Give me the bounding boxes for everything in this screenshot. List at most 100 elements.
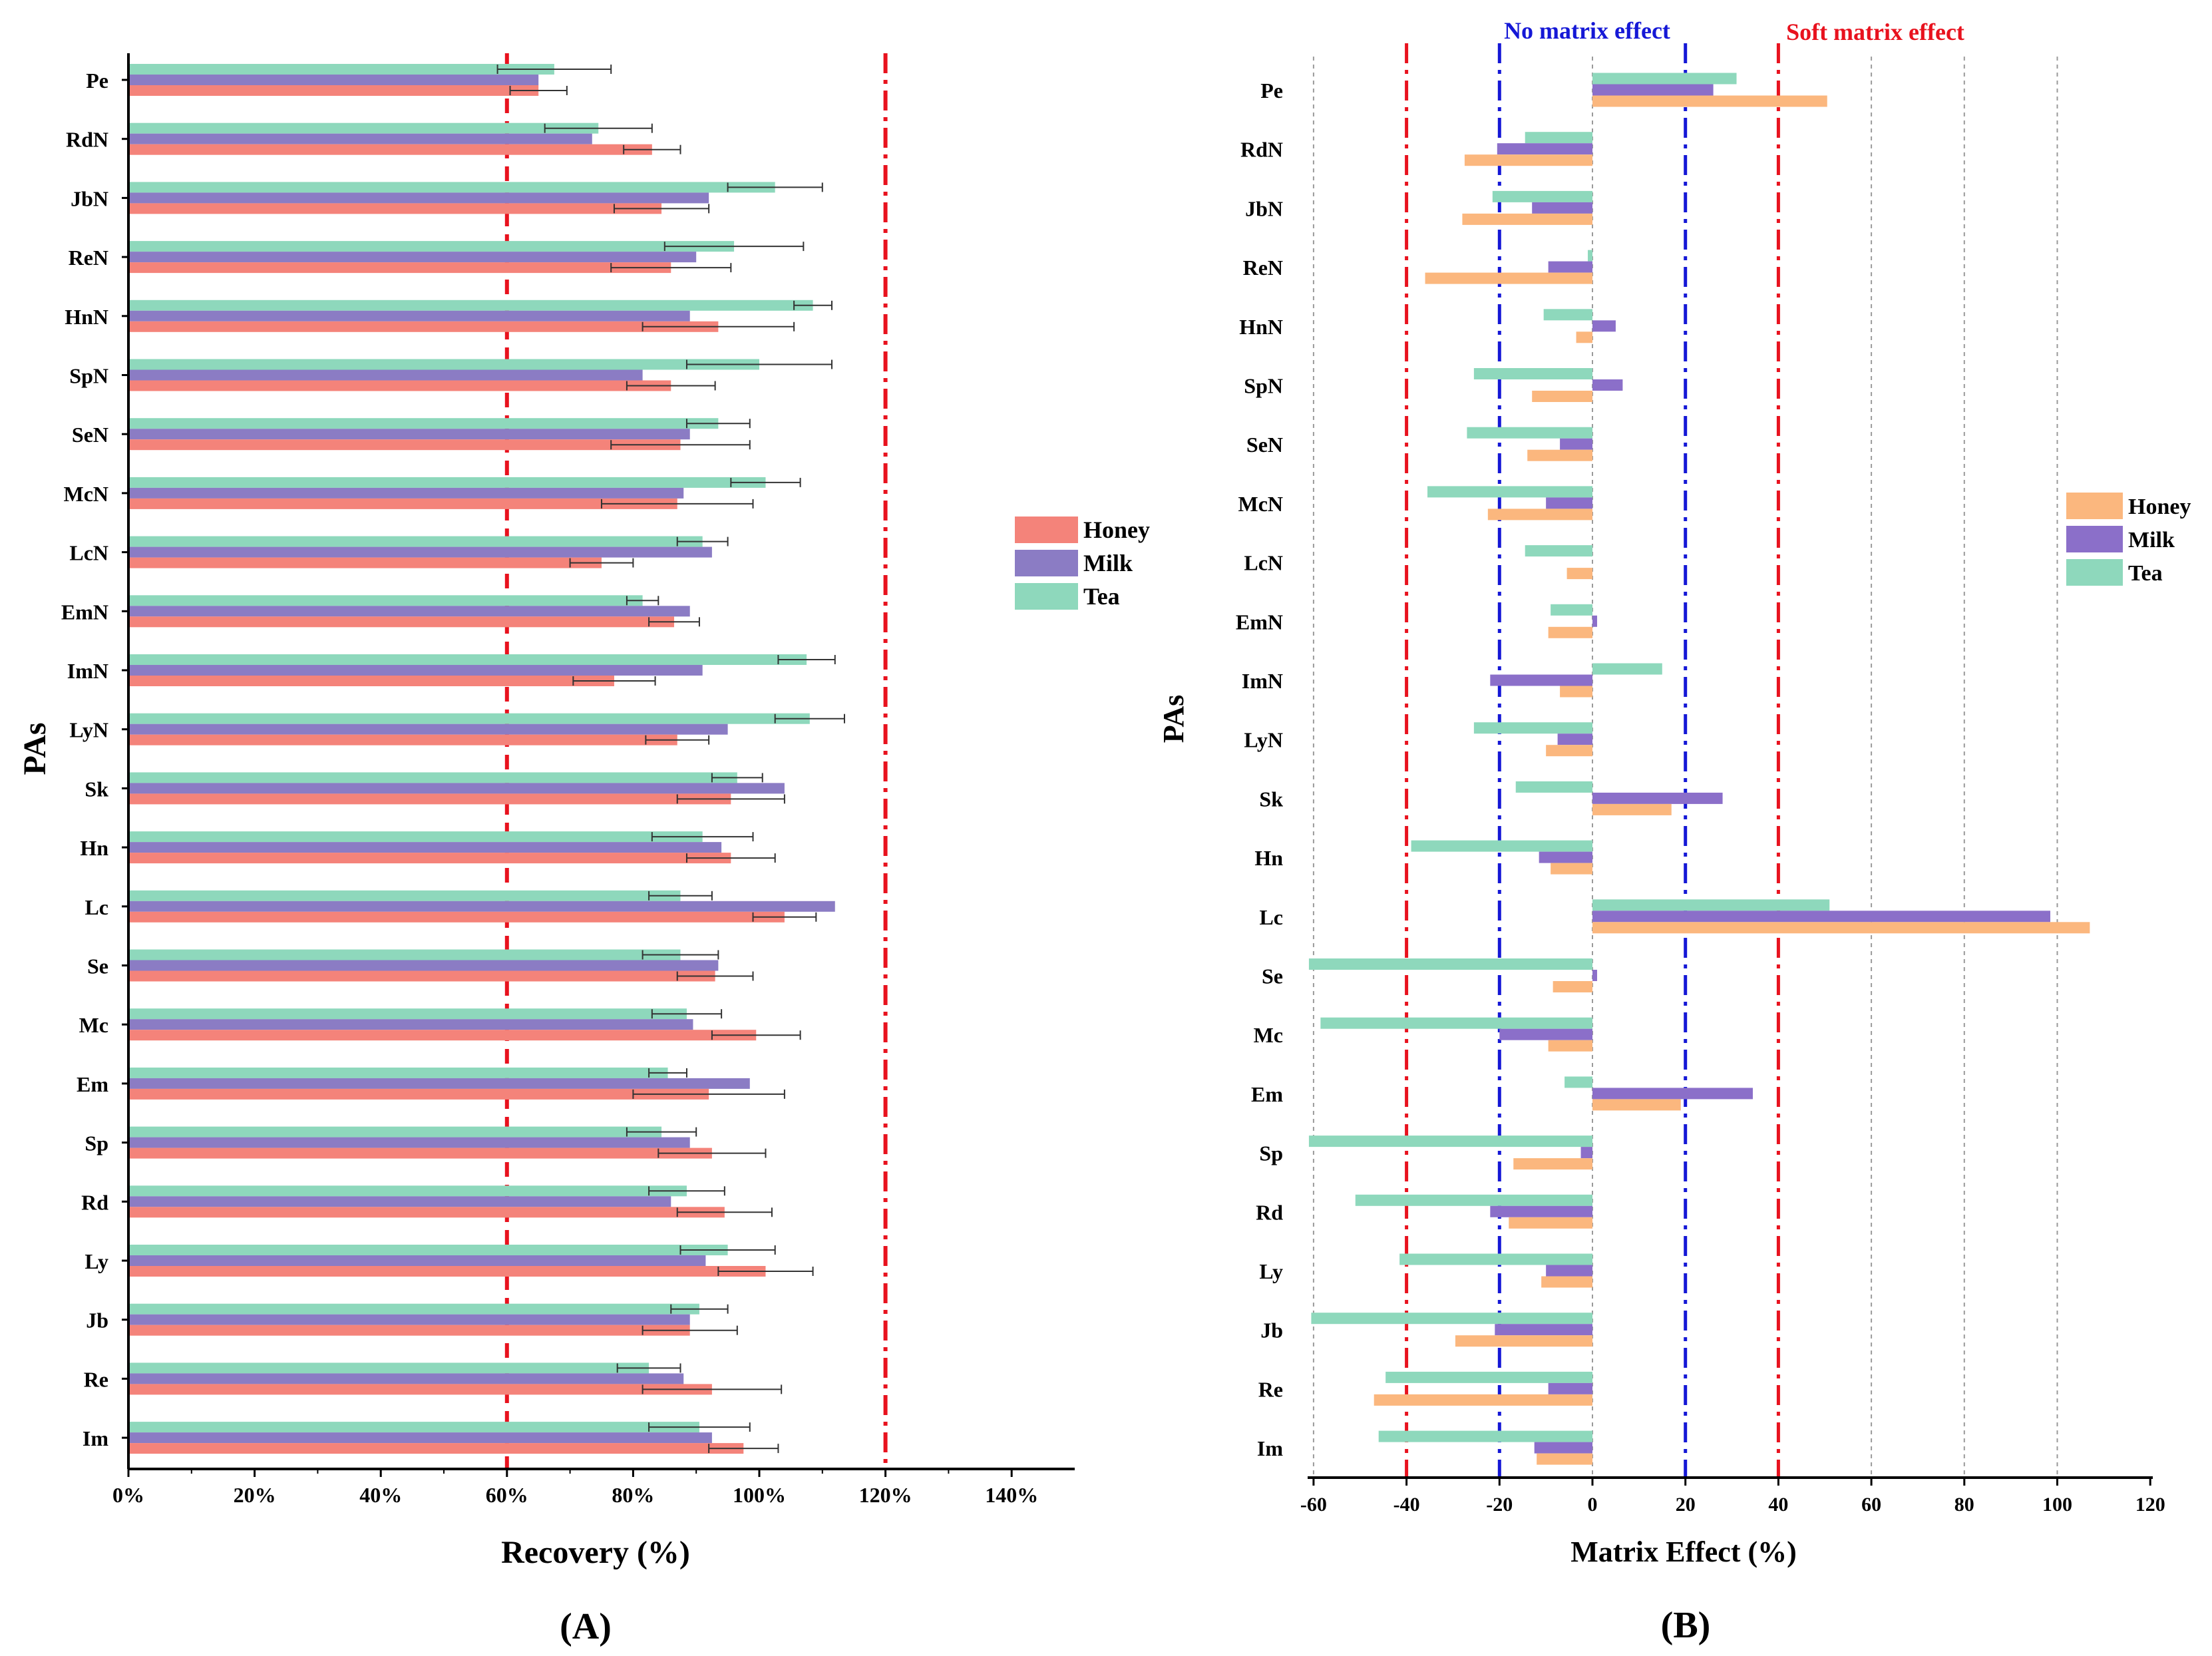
category-label-b-HnN: HnN: [1239, 315, 1283, 339]
bar-b-honey-Mc: [1548, 1040, 1592, 1052]
bar-tea-Pe: [128, 64, 554, 75]
panel-b-tick-labels: -60 -40 -20 0 20 40 60 80 100 120: [1300, 1494, 2165, 1516]
category-label-a-ImN: ImN: [67, 659, 108, 683]
bar-milk-Lc: [128, 901, 835, 912]
x-tick-label-b-20: 20: [1676, 1494, 1696, 1516]
bar-b-honey-SeN: [1527, 449, 1592, 461]
category-label-a-SpN: SpN: [69, 364, 108, 388]
bar-honey-Em: [128, 1088, 709, 1100]
bar-tea-Sp: [128, 1126, 662, 1138]
bar-honey-RdN: [128, 144, 652, 155]
panel-b-label: (B): [1661, 1605, 1711, 1646]
x-tick-label-b--20: -20: [1486, 1494, 1513, 1516]
bar-tea-Se: [128, 949, 681, 960]
bar-b-honey-Jb: [1455, 1335, 1592, 1347]
bar-b-tea-Lc: [1592, 899, 1830, 911]
category-label-a-Se: Se: [87, 954, 108, 978]
category-label-b-Sp: Sp: [1259, 1141, 1283, 1165]
bar-b-milk-Mc: [1499, 1028, 1592, 1040]
panel-a-y-axis-title: PAs: [17, 722, 53, 775]
bar-b-honey-EmN: [1548, 626, 1592, 638]
bar-b-tea-Ly: [1399, 1253, 1592, 1265]
bar-milk-HnN: [128, 310, 690, 321]
bar-tea-SeN: [128, 418, 719, 429]
bar-tea-JbN: [128, 182, 775, 193]
bar-tea-Im: [128, 1422, 699, 1433]
bar-honey-ReN: [128, 262, 671, 274]
bar-tea-McN: [128, 477, 766, 488]
bar-b-honey-Pe: [1592, 95, 1827, 107]
panel-b-y-axis-title: PAs: [1157, 695, 1190, 743]
bar-b-milk-Jb: [1495, 1324, 1592, 1336]
category-label-a-Lc: Lc: [85, 895, 108, 919]
bar-milk-Mc: [128, 1019, 693, 1030]
panel-a-x-axis-title: Recovery (%): [501, 1535, 690, 1570]
x-tick-label-a-40: 40%: [359, 1483, 402, 1507]
bar-honey-HnN: [128, 321, 719, 332]
category-label-a-Im: Im: [83, 1426, 108, 1450]
legend-swatch-a-tea: [1015, 583, 1078, 610]
bar-milk-Jb: [128, 1314, 690, 1325]
bar-b-honey-Sp: [1513, 1158, 1592, 1170]
x-tick-label-b-40: 40: [1768, 1494, 1788, 1516]
panel-a-bars: [128, 64, 835, 1454]
panel-a-label: (A): [560, 1606, 612, 1647]
legend-label-a-milk: Milk: [1083, 550, 1133, 576]
bar-b-milk-Rd: [1490, 1205, 1592, 1217]
bar-honey-Lc: [128, 911, 785, 923]
x-tick-label-a-0: 0%: [112, 1483, 144, 1507]
category-label-a-Mc: Mc: [79, 1013, 108, 1037]
category-label-b-ReN: ReN: [1243, 256, 1283, 280]
bar-b-milk-Hn: [1539, 851, 1592, 863]
category-label-a-LyN: LyN: [69, 718, 108, 742]
bar-honey-Mc: [128, 1030, 757, 1041]
category-label-b-Hn: Hn: [1254, 846, 1283, 870]
category-label-b-Im: Im: [1257, 1436, 1283, 1460]
category-label-a-EmN: EmN: [61, 600, 108, 624]
category-label-b-Ly: Ly: [1259, 1259, 1283, 1283]
bar-b-milk-Sk: [1592, 792, 1723, 804]
bar-b-milk-SeN: [1560, 438, 1592, 450]
category-label-b-McN: McN: [1238, 492, 1283, 516]
bar-tea-Sk: [128, 772, 737, 783]
bar-milk-Rd: [128, 1196, 671, 1207]
bar-honey-Sp: [128, 1147, 712, 1159]
bar-tea-LcN: [128, 536, 703, 547]
bar-milk-Sp: [128, 1137, 690, 1148]
legend-swatch-a-honey: [1015, 517, 1078, 543]
category-label-a-JbN: JbN: [71, 186, 108, 210]
category-label-b-Pe: Pe: [1260, 79, 1283, 103]
x-tick-label-a-120: 120%: [859, 1483, 912, 1507]
bar-milk-LyN: [128, 724, 728, 735]
bar-b-honey-Re: [1374, 1394, 1592, 1406]
bar-milk-RdN: [128, 133, 592, 144]
bar-b-milk-Lc: [1592, 911, 2051, 923]
category-label-a-Re: Re: [84, 1367, 108, 1391]
bar-b-tea-JbN: [1492, 190, 1592, 202]
x-tick-label-a-140: 140%: [985, 1483, 1038, 1507]
category-label-a-HnN: HnN: [65, 305, 108, 329]
bar-tea-RdN: [128, 122, 599, 134]
bar-b-milk-Sp: [1580, 1147, 1592, 1159]
category-label-a-Em: Em: [77, 1072, 108, 1096]
bar-milk-JbN: [128, 192, 709, 204]
bar-tea-LyN: [128, 713, 810, 724]
bar-honey-LyN: [128, 734, 677, 745]
panel-b-legend: Honey Milk Tea: [2066, 493, 2191, 586]
category-label-b-JbN: JbN: [1245, 196, 1283, 220]
bar-milk-Sk: [128, 783, 785, 794]
category-label-a-Pe: Pe: [86, 69, 108, 93]
category-label-a-Jb: Jb: [86, 1309, 108, 1333]
bar-tea-Em: [128, 1067, 668, 1078]
category-label-b-Sk: Sk: [1259, 787, 1283, 811]
legend-label-a-tea: Tea: [1083, 583, 1120, 610]
bar-milk-Re: [128, 1373, 684, 1384]
bar-b-milk-JbN: [1532, 202, 1592, 214]
category-label-b-Em: Em: [1251, 1082, 1283, 1106]
bar-b-honey-ReN: [1425, 272, 1592, 284]
category-label-a-Rd: Rd: [81, 1190, 108, 1214]
bar-honey-Hn: [128, 853, 731, 864]
bar-b-milk-Re: [1548, 1382, 1592, 1394]
panel-a-legend: Honey Milk Tea: [1015, 517, 1150, 610]
x-tick-label-a-60: 60%: [486, 1483, 528, 1507]
